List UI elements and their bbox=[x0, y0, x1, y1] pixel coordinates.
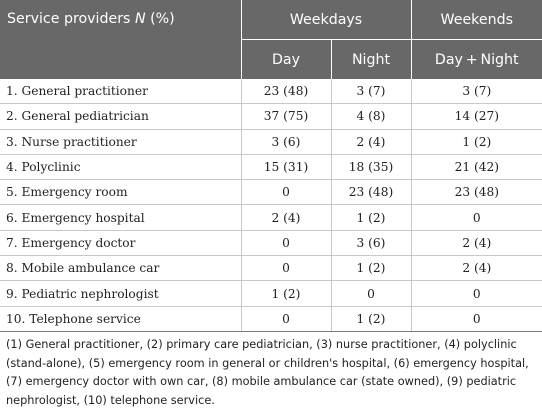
cell-weekday-night: 1 (2) bbox=[330, 255, 412, 282]
column-header-service-providers: Service providers N (%) bbox=[0, 0, 241, 79]
column-header-day: Day bbox=[240, 39, 331, 79]
cell-weekend: 23 (48) bbox=[410, 179, 542, 206]
cell-weekday-day: 0 bbox=[240, 306, 331, 332]
cell-weekend: 0 bbox=[410, 306, 542, 332]
cell-weekday-day: 15 (31) bbox=[240, 154, 331, 181]
cell-weekday-night: 4 (8) bbox=[330, 103, 412, 130]
cell-weekend: 21 (42) bbox=[410, 154, 542, 181]
table-footnote: (1) General practitioner, (2) primary ca… bbox=[6, 336, 538, 410]
service-providers-table: Service providers N (%) Weekdays Weekend… bbox=[0, 0, 542, 332]
cell-weekday-night: 18 (35) bbox=[330, 154, 412, 181]
cell-weekend: 3 (7) bbox=[410, 79, 542, 105]
column-group-weekends: Weekends bbox=[410, 0, 542, 40]
cell-weekend: 1 (2) bbox=[410, 129, 542, 155]
row-label: 2. General pediatrician bbox=[0, 103, 241, 130]
cell-weekday-night: 23 (48) bbox=[330, 179, 412, 206]
table-row: 6. Emergency hospital 2 (4) 1 (2) 0 bbox=[0, 204, 542, 231]
row-label: 6. Emergency hospital bbox=[0, 204, 241, 231]
row-label: 9. Pediatric nephrologist bbox=[0, 280, 241, 307]
cell-weekday-day: 0 bbox=[240, 179, 331, 206]
table-row: 9. Pediatric nephrologist 1 (2) 0 0 bbox=[0, 280, 542, 307]
row-label: 5. Emergency room bbox=[0, 179, 241, 206]
header-label-suffix: (%) bbox=[145, 11, 175, 27]
cell-weekend: 14 (27) bbox=[410, 103, 542, 130]
table-row: 8. Mobile ambulance car 0 1 (2) 2 (4) bbox=[0, 255, 542, 282]
cell-weekday-day: 3 (6) bbox=[240, 129, 331, 155]
cell-weekend: 0 bbox=[410, 204, 542, 231]
row-label: 8. Mobile ambulance car bbox=[0, 255, 241, 282]
cell-weekday-night: 1 (2) bbox=[330, 204, 412, 231]
footnote-text: (1) General practitioner, (2) primary ca… bbox=[6, 338, 529, 407]
cell-weekday-night: 3 (7) bbox=[330, 79, 412, 105]
header-label-n: N bbox=[134, 11, 146, 27]
column-group-weekdays: Weekdays bbox=[240, 0, 412, 40]
row-label: 4. Polyclinic bbox=[0, 154, 241, 181]
table-body: 1. General practitioner 23 (48) 3 (7) 3 … bbox=[0, 79, 542, 332]
table-row: 7. Emergency doctor 0 3 (6) 2 (4) bbox=[0, 230, 542, 257]
cell-weekday-day: 23 (48) bbox=[240, 79, 331, 105]
cell-weekday-night: 2 (4) bbox=[330, 129, 412, 155]
cell-weekend: 2 (4) bbox=[410, 255, 542, 282]
row-label: 3. Nurse practitioner bbox=[0, 129, 241, 155]
cell-weekday-day: 2 (4) bbox=[240, 204, 331, 231]
cell-weekday-day: 1 (2) bbox=[240, 280, 331, 307]
table-header: Service providers N (%) Weekdays Weekend… bbox=[0, 0, 542, 79]
column-header-night: Night bbox=[330, 39, 412, 79]
cell-weekday-day: 37 (75) bbox=[240, 103, 331, 130]
cell-weekday-night: 3 (6) bbox=[330, 230, 412, 257]
column-header-day-night: Day + Night bbox=[410, 39, 542, 79]
table-row: 10. Telephone service 0 1 (2) 0 bbox=[0, 306, 542, 332]
cell-weekday-night: 1 (2) bbox=[330, 306, 412, 332]
header-label-text: Service providers bbox=[7, 11, 135, 27]
table-row: 1. General practitioner 23 (48) 3 (7) 3 … bbox=[0, 79, 542, 105]
table-row: 2. General pediatrician 37 (75) 4 (8) 14… bbox=[0, 103, 542, 130]
table-row: 4. Polyclinic 15 (31) 18 (35) 21 (42) bbox=[0, 154, 542, 181]
table-row: 5. Emergency room 0 23 (48) 23 (48) bbox=[0, 179, 542, 206]
row-label: 1. General practitioner bbox=[0, 79, 241, 105]
row-label: 7. Emergency doctor bbox=[0, 230, 241, 257]
cell-weekend: 0 bbox=[410, 280, 542, 307]
cell-weekday-night: 0 bbox=[330, 280, 412, 307]
cell-weekday-day: 0 bbox=[240, 230, 331, 257]
table-row: 3. Nurse practitioner 3 (6) 2 (4) 1 (2) bbox=[0, 129, 542, 155]
cell-weekday-day: 0 bbox=[240, 255, 331, 282]
cell-weekend: 2 (4) bbox=[410, 230, 542, 257]
row-label: 10. Telephone service bbox=[0, 306, 241, 332]
